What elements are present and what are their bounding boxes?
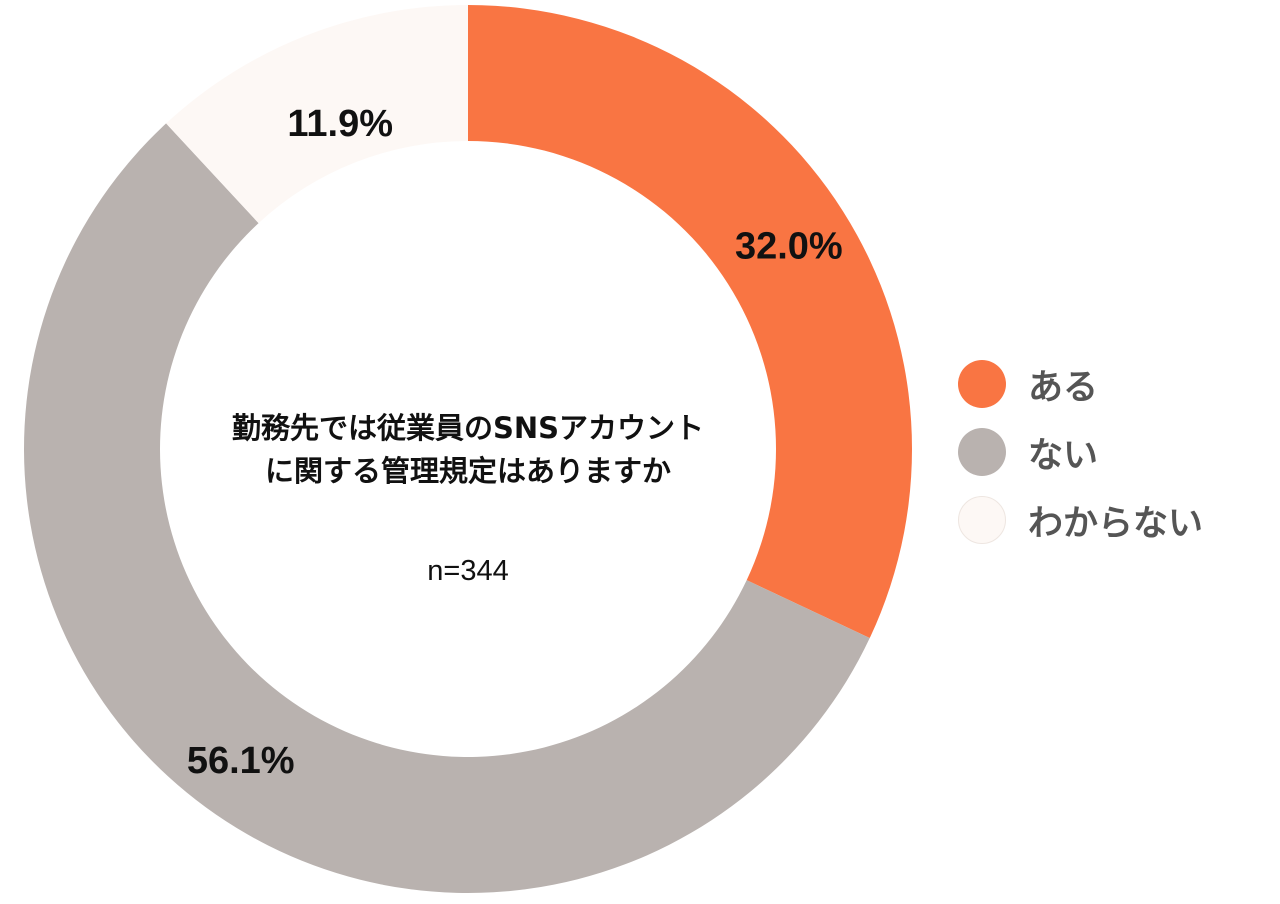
donut-segment-aru [468, 5, 912, 639]
chart-title-line-1: 勤務先では従業員のSNSアカウント [232, 411, 704, 445]
donut-segment-wakaranai [166, 4, 468, 224]
segment-value-labels: 32.0% 56.1% 11.9% [187, 103, 843, 782]
donut-segments [23, 4, 912, 893]
legend-item-aru: ある [958, 360, 1258, 408]
legend-swatch-aru [958, 360, 1006, 408]
segment-label-aru: 32.0% [735, 225, 843, 267]
legend-label-wakaranai: わからない [1028, 503, 1204, 544]
chart-title-line-2: に関する管理規定はありますか [265, 454, 671, 488]
segment-label-nai: 56.1% [187, 740, 295, 782]
sample-size-note: n=344 [427, 555, 508, 587]
legend-swatch-nai [958, 428, 1006, 476]
legend-label-nai: ない [1028, 435, 1099, 476]
legend: ある ない わからない [958, 360, 1258, 564]
legend-item-nai: ない [958, 428, 1258, 476]
legend-item-wakaranai: わからない [958, 496, 1258, 544]
segment-label-wakaranai: 11.9% [287, 103, 393, 145]
legend-swatch-wakaranai [958, 496, 1006, 544]
legend-label-aru: ある [1028, 367, 1099, 408]
donut-segment-nai [23, 123, 870, 893]
